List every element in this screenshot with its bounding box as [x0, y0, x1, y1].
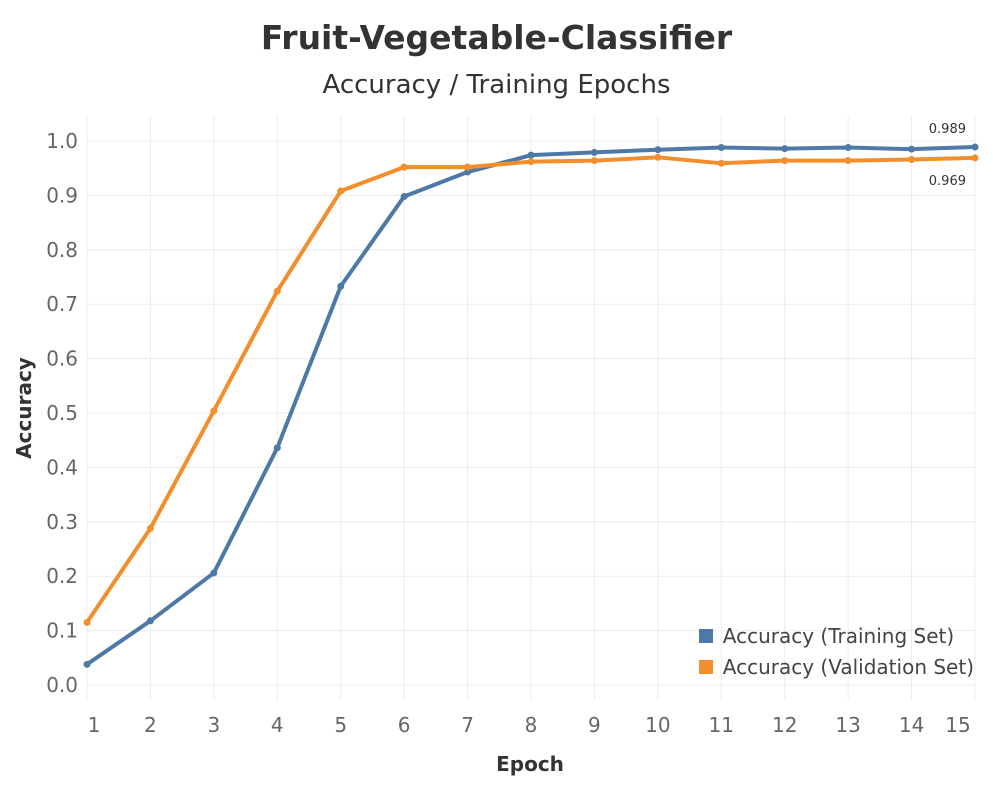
data-point-training[interactable] [971, 143, 979, 151]
data-point-validation[interactable] [590, 157, 598, 165]
data-point-validation[interactable] [908, 155, 916, 163]
data-label-training-end: 0.989 [929, 122, 966, 137]
data-point-training[interactable] [654, 146, 662, 154]
data-point-training[interactable] [844, 144, 852, 152]
x-axis-ticks: 1 2 3 4 5 6 7 8 9 10 11 12 13 14 15 [88, 713, 971, 737]
series-lines [83, 143, 979, 668]
y-axis-ticks: 0.0 0.1 0.2 0.3 0.4 0.5 0.6 0.7 0.8 0.9 1.0 [46, 129, 78, 697]
x-tick-label: 15 [945, 713, 970, 737]
data-point-training[interactable] [273, 444, 281, 452]
legend-label-validation: Accuracy (Validation Set) [722, 654, 974, 679]
data-point-training[interactable] [400, 192, 408, 200]
data-point-training[interactable] [717, 144, 725, 152]
data-labels: 0.989 0.969 [929, 122, 966, 189]
x-tick-label: 13 [835, 713, 860, 737]
data-point-training[interactable] [210, 569, 218, 577]
data-point-training[interactable] [908, 145, 916, 153]
y-tick-label: 0.4 [46, 455, 78, 479]
data-point-training[interactable] [337, 282, 345, 290]
x-tick-label: 5 [334, 713, 347, 737]
x-tick-label: 2 [144, 713, 157, 737]
y-tick-label: 0.0 [46, 673, 78, 697]
x-tick-label: 10 [645, 713, 670, 737]
data-point-training[interactable] [83, 660, 91, 668]
x-tick-label: 4 [271, 713, 284, 737]
data-point-training[interactable] [527, 151, 535, 159]
data-point-validation[interactable] [146, 524, 154, 532]
data-point-training[interactable] [590, 148, 598, 156]
data-point-training[interactable] [146, 617, 154, 625]
y-tick-label: 0.9 [46, 183, 78, 207]
y-tick-label: 0.3 [46, 510, 78, 534]
x-tick-label: 3 [207, 713, 220, 737]
data-point-validation[interactable] [400, 163, 408, 171]
data-point-validation[interactable] [781, 157, 789, 165]
legend-item-validation[interactable]: Accuracy (Validation Set) [698, 651, 974, 682]
y-tick-label: 0.8 [46, 238, 78, 262]
x-tick-label: 14 [899, 713, 924, 737]
legend-item-training[interactable]: Accuracy (Training Set) [698, 620, 974, 651]
chart-subtitle: Accuracy / Training Epochs [322, 70, 671, 100]
x-tick-label: 6 [398, 713, 411, 737]
x-tick-label: 12 [772, 713, 797, 737]
legend: Accuracy (Training Set) Accuracy (Valida… [698, 620, 974, 682]
data-point-validation[interactable] [527, 158, 535, 166]
data-point-validation[interactable] [971, 154, 979, 162]
data-label-validation-end: 0.969 [929, 174, 966, 189]
grid-lines [86, 115, 976, 700]
y-tick-label: 0.1 [46, 619, 78, 643]
data-point-validation[interactable] [210, 407, 218, 415]
x-axis-label: Epoch [496, 752, 564, 776]
data-point-validation[interactable] [337, 187, 345, 195]
legend-swatch-training [698, 628, 713, 643]
data-point-training[interactable] [464, 168, 472, 176]
y-tick-label: 1.0 [46, 129, 78, 153]
x-tick-label: 7 [461, 713, 474, 737]
legend-label-training: Accuracy (Training Set) [722, 623, 955, 648]
y-tick-label: 0.2 [46, 564, 78, 588]
x-tick-label: 11 [709, 713, 734, 737]
data-point-validation[interactable] [844, 157, 852, 165]
data-point-validation[interactable] [464, 163, 472, 171]
y-tick-label: 0.7 [46, 292, 78, 316]
data-point-training[interactable] [781, 145, 789, 153]
legend-swatch-validation [698, 659, 713, 674]
x-tick-label: 1 [88, 713, 101, 737]
chart-title: Fruit-Vegetable-Classifier [260, 18, 733, 57]
y-tick-label: 0.6 [46, 347, 78, 371]
data-point-validation[interactable] [717, 159, 725, 167]
y-axis-label: Accuracy [12, 357, 36, 459]
x-tick-label: 8 [525, 713, 538, 737]
data-point-validation[interactable] [83, 618, 91, 626]
x-tick-label: 9 [588, 713, 601, 737]
y-tick-label: 0.5 [46, 401, 78, 425]
data-point-validation[interactable] [654, 153, 662, 161]
data-point-validation[interactable] [273, 287, 281, 295]
